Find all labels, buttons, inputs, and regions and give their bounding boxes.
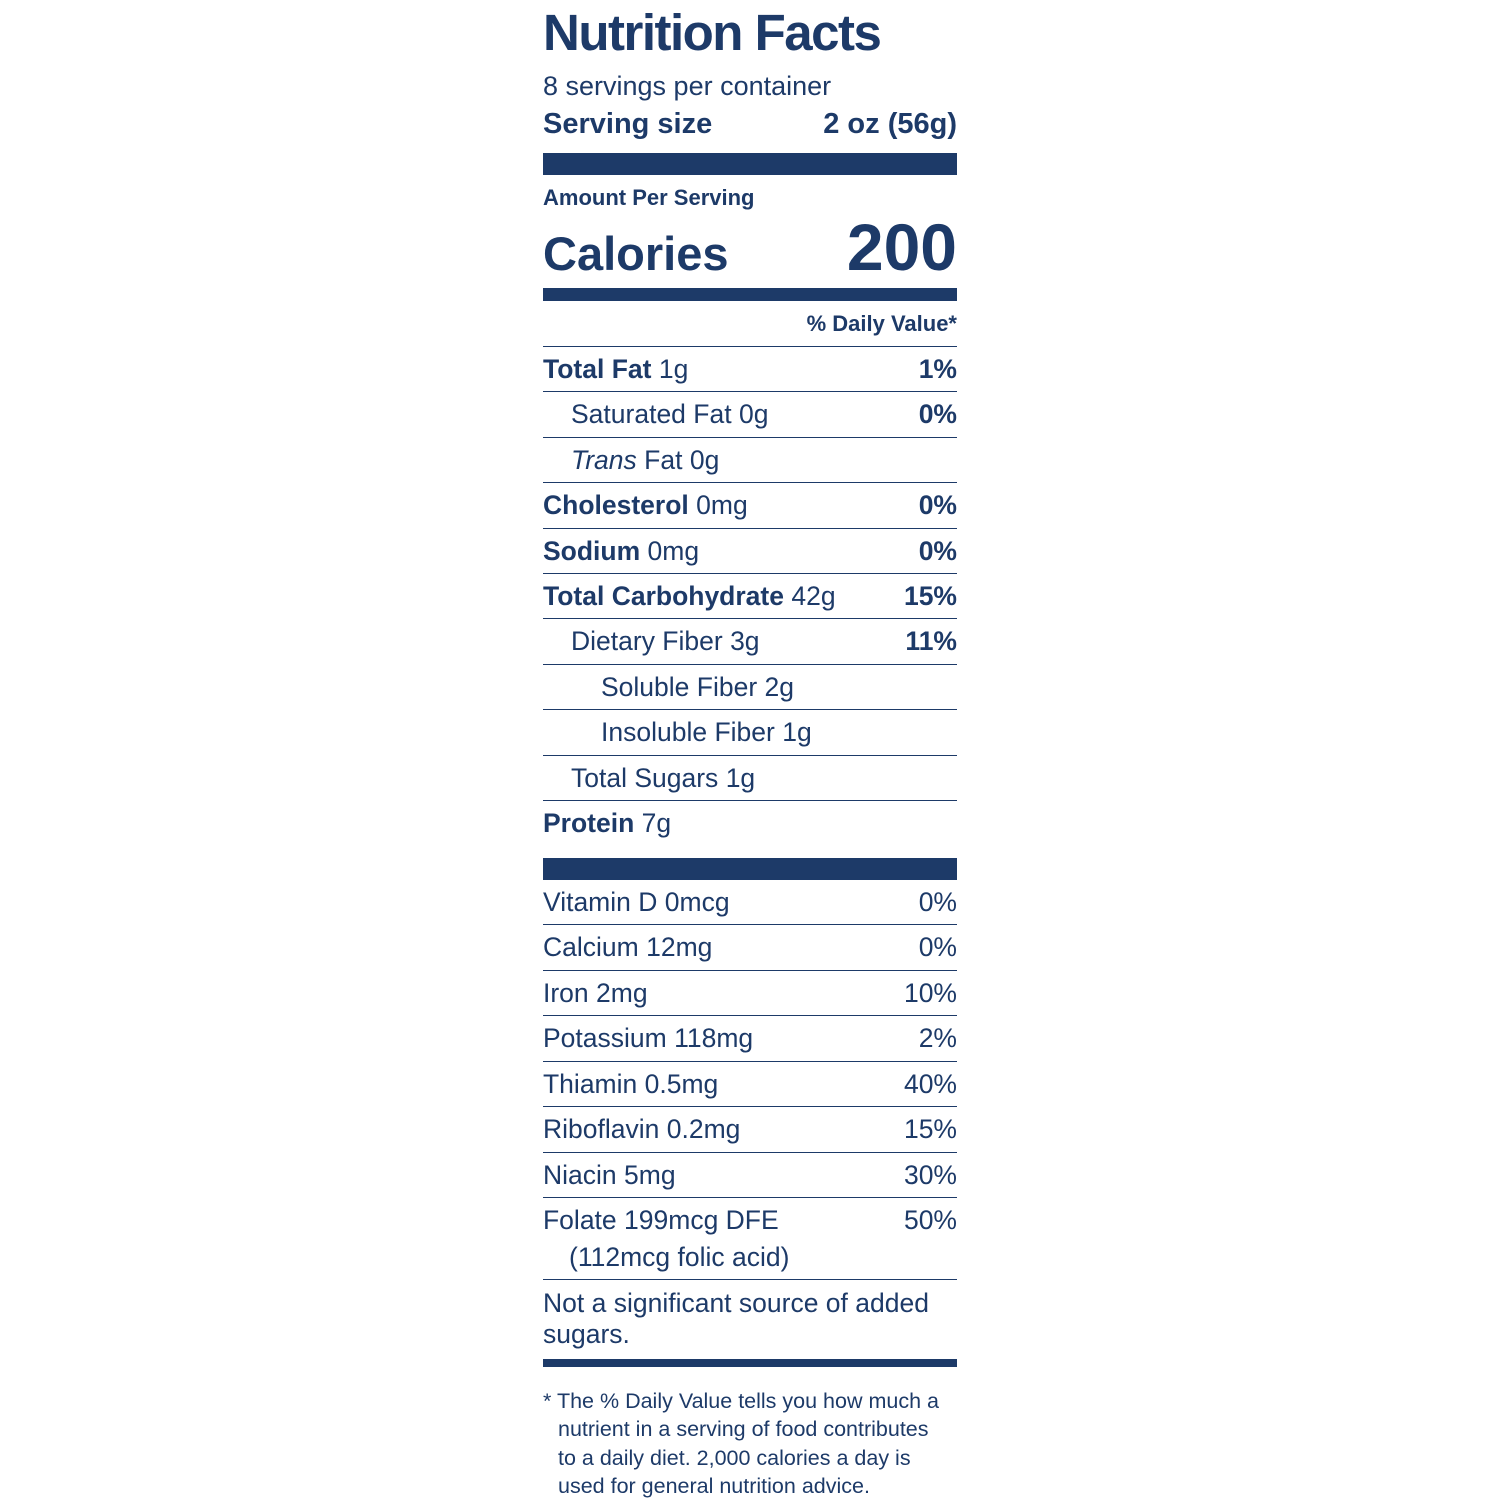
micronutrient-name: Riboflavin xyxy=(543,1114,660,1145)
nutrient-row-soluble-fiber: Soluble Fiber 2g xyxy=(543,663,957,709)
micronutrient-note: (112mcg folic acid) xyxy=(569,1241,790,1272)
serving-size-value: 2 oz (56g) xyxy=(823,107,957,140)
nutrient-row-insoluble-fiber: Insoluble Fiber 1g xyxy=(543,709,957,754)
micronutrient-dv: 0% xyxy=(918,886,957,917)
micronutrient-row-riboflavin: Riboflavin 0.2mg 15% xyxy=(543,1106,957,1151)
nutrient-amount: 0mg xyxy=(696,490,748,521)
micronutrient-dv: 10% xyxy=(903,977,957,1008)
micronutrient-dv: 2% xyxy=(918,1023,957,1054)
micronutrient-name: Thiamin xyxy=(543,1068,638,1099)
added-sugars-note: Not a significant source of added sugars… xyxy=(543,1279,957,1359)
nutrient-row-sodium: Sodium 0mg 0% xyxy=(543,527,957,573)
nutrient-dv: 11% xyxy=(905,626,957,657)
micronutrient-dv: 50% xyxy=(903,1205,957,1236)
amount-per-serving-label: Amount Per Serving xyxy=(543,185,755,211)
nutrient-dv: 0% xyxy=(918,399,957,430)
nutrient-name: Protein xyxy=(543,808,635,839)
nutrient-amount: 7g xyxy=(641,808,672,839)
nutrient-name: Sodium xyxy=(543,535,641,566)
nutrient-dv: 15% xyxy=(903,581,957,612)
nutrient-amount: 1g xyxy=(725,762,756,793)
micronutrient-name: Niacin xyxy=(543,1159,617,1190)
nutrient-name: Fat xyxy=(644,444,683,475)
nutrient-name: Cholesterol xyxy=(543,490,689,521)
section-divider-bar-thin xyxy=(543,1358,957,1367)
nutrient-name: Total Sugars xyxy=(571,762,719,793)
nutrient-amount: 0g xyxy=(689,444,720,475)
nutrient-row-cholesterol: Cholesterol 0mg 0% xyxy=(543,482,957,527)
micronutrient-name: Potassium xyxy=(543,1023,667,1054)
micronutrient-row-potassium: Potassium 118mg 2% xyxy=(543,1015,957,1060)
section-divider-bar-thick xyxy=(543,153,957,176)
micronutrient-name: Vitamin D xyxy=(543,886,658,917)
micronutrient-amount: 12mg xyxy=(646,932,713,963)
nutrient-amount: 0mg xyxy=(647,535,700,566)
nutrient-name: Dietary Fiber xyxy=(571,626,723,657)
nutrient-row-total-fat: Total Fat 1g 1% xyxy=(543,345,957,391)
micronutrient-dv: 15% xyxy=(903,1114,957,1145)
nutrient-row-protein: Protein 7g xyxy=(543,800,957,845)
micronutrient-dv: 40% xyxy=(903,1068,957,1099)
section-divider-bar-thick xyxy=(543,857,957,880)
daily-value-header: % Daily Value* xyxy=(806,310,957,336)
nutrient-name: Total Carbohydrate xyxy=(543,581,784,612)
section-divider-bar-medium xyxy=(543,287,957,301)
micronutrient-amount: 0.5mg xyxy=(644,1068,719,1099)
nutrient-row-total-carbohydrate: Total Carbohydrate 42g 15% xyxy=(543,573,957,618)
nutrient-dv: 0% xyxy=(918,490,957,521)
micronutrient-row-niacin: Niacin 5mg 30% xyxy=(543,1151,957,1197)
micronutrient-name: Iron xyxy=(543,977,589,1008)
nutrient-dv: 1% xyxy=(918,353,957,384)
micronutrient-row-thiamin: Thiamin 0.5mg 40% xyxy=(543,1060,957,1106)
nutrient-name: Total Fat xyxy=(543,353,652,384)
micronutrient-dv: 30% xyxy=(903,1159,957,1190)
nutrient-amount: 42g xyxy=(791,581,836,612)
calories-value: 200 xyxy=(846,209,957,284)
nutrient-amount: 2g xyxy=(764,671,794,702)
serving-size-label: Serving size xyxy=(543,107,713,140)
daily-value-footnote: * The % Daily Value tells you how much a… xyxy=(543,1388,939,1499)
serving-size-row: Serving size 2 oz (56g) xyxy=(543,108,957,141)
nutrient-row-total-sugars: Total Sugars 1g xyxy=(543,754,957,800)
micronutrient-row-iron: Iron 2mg 10% xyxy=(543,969,957,1015)
nutrient-name: Saturated Fat xyxy=(571,399,732,430)
servings-per-container: 8 servings per container xyxy=(543,70,832,101)
micronutrient-row-calcium: Calcium 12mg 0% xyxy=(543,924,957,969)
calories-label: Calories xyxy=(543,226,729,280)
nutrient-amount: 3g xyxy=(730,626,760,657)
nutrition-facts-title: Nutrition Facts xyxy=(543,4,882,61)
micronutrient-dv: 0% xyxy=(918,932,957,963)
micronutrient-name: Folate xyxy=(543,1205,617,1236)
nutrient-row-dietary-fiber: Dietary Fiber 3g 11% xyxy=(543,618,957,663)
nutrient-amount: 1g xyxy=(782,717,812,748)
nutrient-name: Soluble Fiber xyxy=(601,671,758,702)
calories-row: Calories 200 xyxy=(543,212,957,288)
nutrient-prefix: Trans xyxy=(571,444,637,475)
nutrient-amount: 0g xyxy=(738,399,769,430)
micronutrient-name: Calcium xyxy=(543,932,639,963)
micronutrient-amount: 199mcg DFE xyxy=(624,1205,779,1236)
nutrient-row-saturated-fat: Saturated Fat 0g 0% xyxy=(543,391,957,436)
micronutrient-amount: 2mg xyxy=(596,977,648,1008)
nutrient-dv: 0% xyxy=(918,535,957,566)
micronutrient-amount: 5mg xyxy=(624,1159,676,1190)
micronutrient-row-folate: Folate 199mcg DFE (112mcg folic acid) 50… xyxy=(543,1197,957,1279)
micronutrient-amount: 118mg xyxy=(674,1023,754,1054)
micronutrient-row-vitamin-d: Vitamin D 0mcg 0% xyxy=(543,880,957,924)
micronutrient-amount: 0mcg xyxy=(664,886,730,917)
nutrient-row-trans-fat: Trans Fat 0g xyxy=(543,436,957,482)
nutrient-name: Insoluble Fiber xyxy=(601,717,775,748)
nutrient-amount: 1g xyxy=(658,353,689,384)
nutrition-facts-label: Nutrition Facts 8 servings per container… xyxy=(543,6,957,1500)
micronutrient-amount: 0.2mg xyxy=(666,1114,741,1145)
